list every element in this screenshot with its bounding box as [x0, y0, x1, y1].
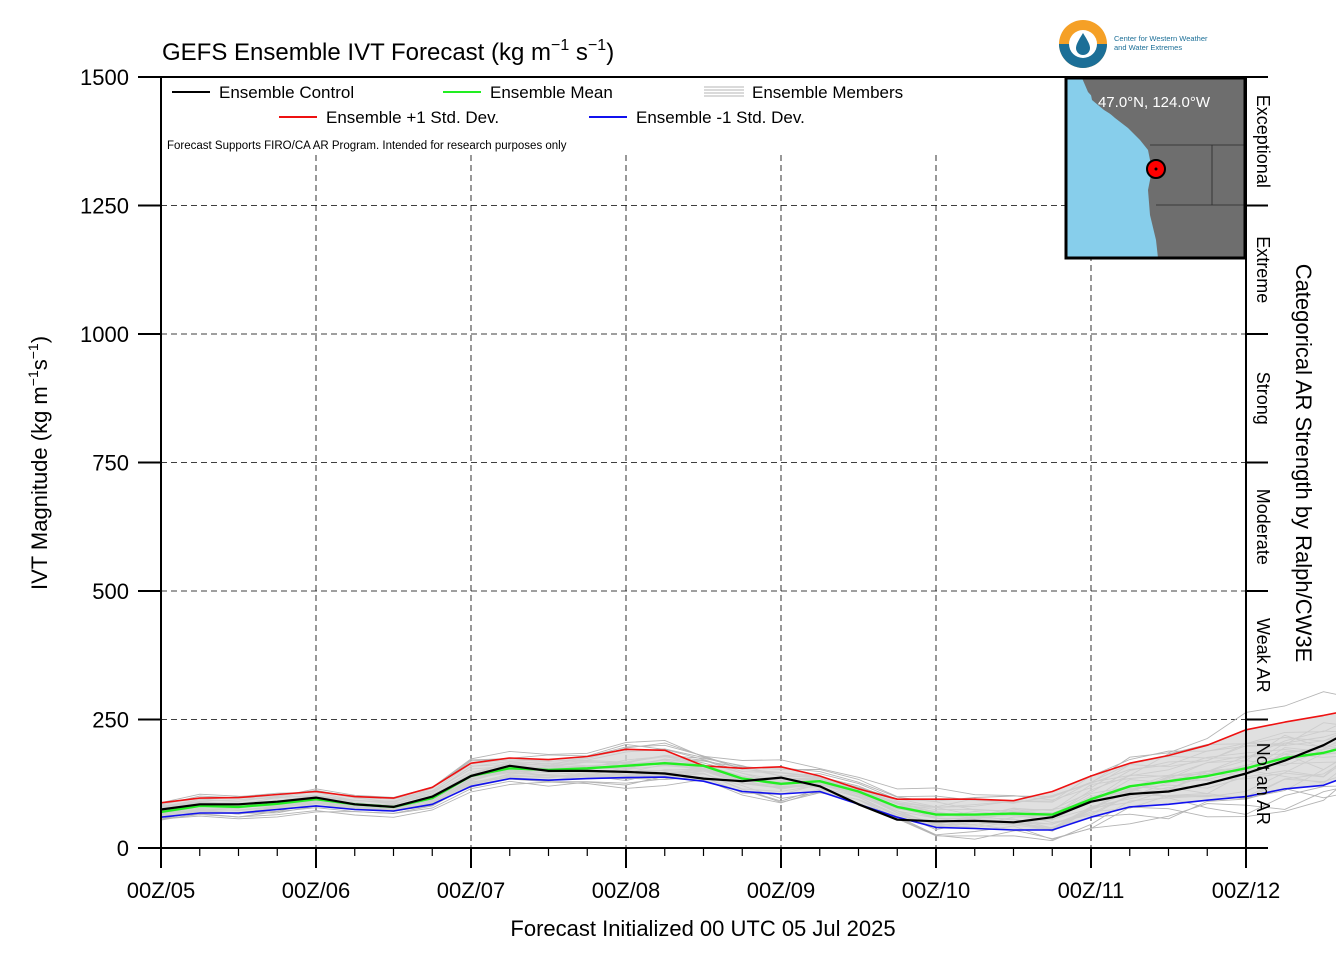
map-island	[1090, 90, 1140, 128]
legend: Ensemble Control Ensemble Mean Ensemble …	[172, 83, 903, 127]
category-label: Not an AR	[1253, 743, 1273, 825]
right-axis-label: Categorical AR Strength by Ralph/CW3E	[1291, 264, 1316, 663]
category-label: Extreme	[1253, 236, 1273, 303]
std-dev-spread-band	[161, 712, 1336, 830]
legend-label-minus-sd: Ensemble -1 Std. Dev.	[636, 108, 805, 127]
y-tick-label: 0	[117, 836, 129, 861]
ensemble-member-line	[160, 691, 1336, 808]
inset-coord-label: 47.0°N, 124.0°W	[1098, 94, 1211, 111]
x-tick-label: 00Z/07	[437, 878, 506, 903]
category-label: Exceptional	[1253, 95, 1273, 188]
ensemble-member-line	[160, 779, 1336, 829]
y-tick-label: 500	[92, 579, 129, 604]
legend-label-mean: Ensemble Mean	[490, 83, 613, 102]
legend-label-members: Ensemble Members	[752, 83, 903, 102]
map-borders	[1150, 144, 1245, 206]
water-drop-icon	[1076, 33, 1090, 55]
y-tick-label: 1250	[80, 194, 129, 219]
x-axis-ticks: 00Z/05 00Z/06 00Z/07 00Z/08 00Z/09 00Z/10 00Z/…	[127, 848, 1281, 903]
logo-line-1: Center for Western Weather	[1114, 34, 1208, 43]
series-control-line	[160, 737, 1336, 824]
category-label: Strong	[1253, 372, 1273, 425]
series-minus-sd-line	[160, 776, 1336, 831]
disclaimer-text: Forecast Supports FIRO/CA AR Program. In…	[167, 140, 567, 152]
y-tick-label: 1000	[80, 322, 129, 347]
series-plus-sd-line	[160, 712, 1336, 804]
x-tick-label: 00Z/09	[747, 878, 816, 903]
logo-line-2: and Water Extremes	[1114, 43, 1182, 52]
chart-title: GEFS Ensemble IVT Forecast (kg m−1 s−1)	[162, 37, 614, 66]
x-tick-label: 00Z/05	[127, 878, 196, 903]
category-axis: Not an AR Weak AR Moderate Strong Extreme Exc…	[1246, 76, 1273, 849]
x-tick-label: 00Z/08	[592, 878, 661, 903]
cw3e-logo: Center for Western Weather and Water Ext…	[1059, 20, 1208, 68]
legend-label-plus-sd: Ensemble +1 Std. Dev.	[326, 108, 499, 127]
y-tick-label: 1500	[80, 65, 129, 90]
x-tick-label: 00Z/12	[1212, 878, 1281, 903]
category-label: Moderate	[1253, 489, 1273, 565]
y-axis-ticks: 0 250 500 750 1000 1250 1500	[80, 65, 161, 861]
x-tick-label: 00Z/06	[282, 878, 351, 903]
x-tick-label: 00Z/10	[902, 878, 971, 903]
legend-swatch-members	[704, 86, 744, 97]
x-tick-label: 00Z/11	[1058, 878, 1125, 903]
y-axis-label: IVT Magnitude (kg m−1s−1)	[25, 336, 52, 590]
legend-label-control: Ensemble Control	[219, 83, 354, 102]
grid-lines	[161, 155, 1246, 848]
y-tick-label: 250	[92, 708, 129, 733]
y-tick-label: 750	[92, 451, 129, 476]
x-axis-label: Forecast Initialized 00 UTC 05 Jul 2025	[510, 916, 895, 941]
category-label: Weak AR	[1253, 618, 1273, 693]
location-inset-map: 47.0°N, 124.0°W	[1064, 76, 1247, 260]
